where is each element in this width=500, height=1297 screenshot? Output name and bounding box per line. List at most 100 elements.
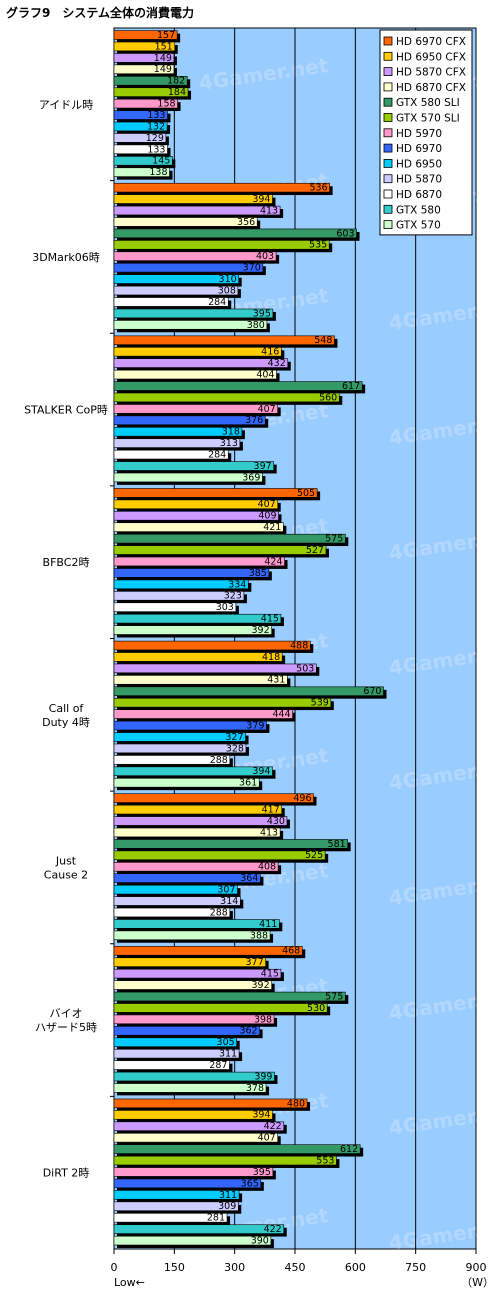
bar [113, 968, 282, 979]
data-label: 378 [246, 1083, 264, 1094]
data-label: 394 [252, 1110, 270, 1121]
data-label: 392 [252, 625, 270, 636]
bar [113, 625, 272, 635]
bar [113, 1026, 260, 1036]
data-label: 399 [254, 1071, 272, 1082]
x-tick-label: 150 [164, 1261, 185, 1274]
bar [113, 381, 363, 391]
bar [113, 545, 327, 555]
x-axis-unit-label: （W） [461, 1276, 494, 1289]
bar [113, 346, 282, 357]
bar [113, 1167, 274, 1177]
legend-swatch [383, 143, 393, 153]
data-label: 617 [342, 381, 360, 392]
legend-swatch [383, 82, 393, 92]
data-label: 411 [259, 919, 277, 930]
data-label: 413 [260, 205, 278, 216]
bar [113, 1121, 285, 1131]
data-label: 418 [262, 652, 280, 663]
bar [113, 53, 175, 63]
bar [113, 946, 303, 956]
bar [113, 499, 279, 510]
bar [113, 1235, 272, 1246]
bar [113, 87, 189, 97]
data-label: 468 [282, 946, 300, 957]
category-label: DiRT 2時 [43, 1167, 90, 1180]
bar [113, 1178, 262, 1189]
bar [113, 449, 229, 460]
data-label: 288 [210, 755, 228, 766]
category-label: バイオ [50, 1007, 83, 1020]
bar [113, 511, 279, 521]
data-label: 394 [252, 766, 270, 777]
category-label: Just [55, 854, 77, 867]
data-label: 149 [154, 53, 172, 64]
bar [113, 793, 314, 803]
category-label: Cause 2 [44, 868, 88, 881]
bar [113, 613, 282, 624]
data-label: 288 [210, 907, 228, 918]
bar [113, 675, 288, 685]
data-label: 525 [305, 850, 323, 861]
legend-swatch [383, 51, 393, 61]
data-label: 380 [247, 320, 265, 331]
data-label: 404 [256, 369, 274, 380]
bar [113, 884, 238, 895]
bar [113, 64, 175, 75]
bar [113, 1132, 279, 1143]
category-label: アイドル時 [39, 98, 93, 111]
data-label: 394 [252, 194, 270, 205]
bar [113, 217, 258, 227]
data-label: 407 [258, 404, 276, 415]
data-label: 422 [264, 1121, 282, 1132]
data-label: 505 [297, 488, 315, 499]
data-label: 575 [325, 991, 343, 1002]
bar [113, 30, 178, 40]
data-label: 407 [258, 1133, 276, 1144]
category-label: ハザード5時 [35, 1021, 97, 1034]
data-label: 309 [218, 1201, 236, 1212]
bar [113, 732, 246, 742]
bar [113, 919, 280, 929]
legend-swatch [383, 204, 393, 214]
data-label: 184 [168, 87, 186, 98]
data-label: 424 [264, 556, 282, 567]
data-label: 157 [157, 30, 175, 41]
x-tick-label: 0 [111, 1261, 118, 1274]
data-label: 327 [225, 732, 243, 743]
bar [113, 274, 239, 284]
data-label: 397 [254, 461, 272, 472]
bar [113, 438, 241, 448]
legend-label: HD 5870 CFX [396, 67, 466, 79]
bar [113, 980, 272, 990]
legend-swatch [383, 113, 393, 122]
bar [113, 766, 273, 776]
bar [113, 777, 260, 788]
legend-label: GTX 570 [396, 220, 441, 232]
bar [113, 472, 263, 483]
data-label: 539 [311, 698, 329, 709]
data-label: 527 [306, 545, 324, 556]
legend-label: HD 6870 CFX [396, 82, 466, 94]
bar [113, 816, 288, 826]
bar [113, 579, 249, 590]
data-label: 407 [258, 499, 276, 510]
bar [113, 556, 285, 567]
bar [113, 640, 311, 651]
bar [113, 1155, 337, 1166]
bar [113, 839, 348, 849]
bar [113, 262, 264, 273]
bar [113, 1190, 240, 1200]
bar [113, 297, 229, 307]
bar [113, 76, 188, 86]
data-label: 133 [147, 144, 165, 155]
data-label: 284 [208, 450, 226, 461]
legend-label: HD 5970 [396, 128, 442, 140]
bar [113, 1098, 308, 1109]
bar [113, 663, 317, 674]
data-label: 328 [226, 743, 244, 754]
data-label: 318 [222, 427, 240, 438]
legend-swatch [383, 97, 393, 107]
data-label: 575 [325, 534, 343, 545]
category-label: Duty 4時 [42, 716, 90, 729]
